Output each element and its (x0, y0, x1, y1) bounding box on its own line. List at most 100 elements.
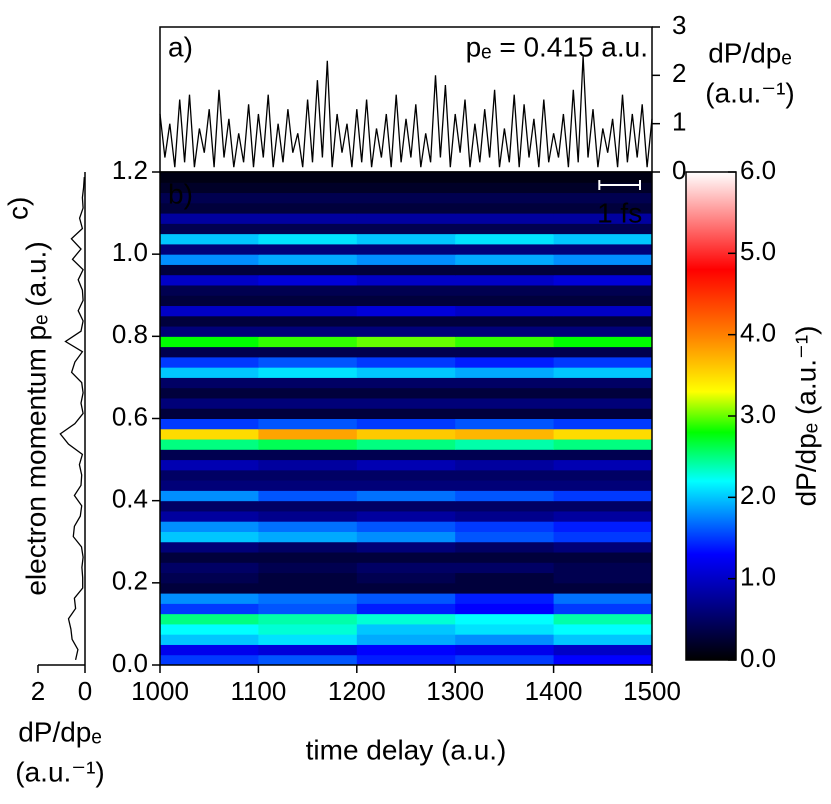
heatmap-cell (553, 192, 653, 204)
heatmap-cell (258, 305, 358, 317)
heatmap-cell (455, 582, 555, 594)
heatmap-cell (455, 264, 555, 276)
heatmap-cell (455, 531, 555, 543)
heatmap-cell (160, 182, 259, 194)
heatmap-cell (356, 326, 456, 337)
heatmap-cell (455, 223, 555, 235)
heatmap-cell (356, 654, 456, 666)
heatmap-cell (455, 593, 555, 604)
heatmap-cell (160, 377, 259, 389)
heatmap-cell (553, 449, 653, 461)
heatmap-cell (160, 572, 259, 584)
heatmap-cell (160, 562, 259, 574)
heatmap-cell (356, 254, 456, 265)
heatmap-cell (356, 593, 456, 604)
y-tick-label: 2 (672, 58, 686, 88)
y-axis-label: electron momentum pₑ (a.u.) (20, 241, 51, 595)
x-tick-label: 1000 (131, 676, 189, 706)
heatmap-cell (553, 274, 653, 286)
heatmap-cell (160, 336, 259, 348)
heatmap-cell (553, 439, 653, 450)
heatmap-cell (160, 521, 259, 532)
heatmap-cell (258, 243, 358, 255)
annotation: pₑ = 0.415 a.u. (466, 31, 648, 62)
heatmap-cell (455, 623, 555, 635)
heatmap-cell (258, 654, 358, 666)
heatmap-cell (258, 274, 358, 286)
heatmap-cell (258, 552, 358, 563)
y-tick-label: 1.0 (112, 237, 148, 267)
profile (59, 177, 85, 661)
heatmap-cell (455, 439, 555, 450)
x-tick-label: 1300 (426, 676, 484, 706)
heatmap-cell (160, 531, 259, 543)
heatmap-cell (455, 356, 555, 368)
heatmap-cell (356, 500, 456, 512)
heatmap-cell (455, 377, 555, 389)
x-tick-label: 1400 (525, 676, 583, 706)
heatmap-cell (356, 428, 456, 440)
heatmap-cell (356, 315, 456, 327)
heatmap-cell (160, 439, 259, 450)
heatmap-cell (553, 202, 653, 214)
heatmap-cell (553, 233, 653, 245)
heatmap-cell (258, 315, 358, 327)
heatmap-cell (356, 202, 456, 214)
heatmap-cell (356, 274, 456, 286)
heatmap-cell (258, 572, 358, 584)
colorbar-tick-label: 4.0 (740, 318, 776, 348)
heatmap-cell (356, 387, 456, 399)
heatmap-cell (553, 326, 653, 337)
heatmap-cell (160, 510, 259, 522)
heatmap-cell (356, 613, 456, 625)
heatmap-cell (356, 510, 456, 522)
heatmap-cell (258, 428, 358, 440)
heatmap-cell (160, 644, 259, 656)
heatmap-cell (455, 552, 555, 563)
heatmap-cell (258, 531, 358, 543)
heatmap-cell (455, 192, 555, 204)
heatmap-cell (356, 305, 456, 317)
heatmap-cell (160, 459, 259, 471)
heatmap-cell (160, 243, 259, 255)
heatmap-cell (455, 654, 555, 666)
heatmap-cell (455, 541, 555, 553)
heatmap-cell (455, 182, 555, 194)
heatmap-cell (553, 418, 653, 430)
heatmap-cell (553, 469, 653, 481)
heatmap-cell (553, 531, 653, 543)
heatmap-cell (553, 172, 653, 183)
heatmap-cell (160, 418, 259, 430)
heatmap-cell (160, 233, 259, 245)
x-tick-label: 0 (78, 676, 92, 706)
heatmap-cell (356, 469, 456, 481)
heatmap-cell (160, 213, 259, 224)
heatmap-cell (356, 480, 456, 491)
heatmap-cell (455, 634, 555, 645)
heatmap-cell (553, 284, 653, 296)
heatmap-cell (455, 274, 555, 286)
heatmap-cell (356, 377, 456, 389)
heatmap-cell (160, 264, 259, 276)
heatmap-cell (258, 613, 358, 625)
heatmap-cell (553, 356, 653, 368)
heatmap-cell (258, 367, 358, 378)
heatmap-cell (553, 613, 653, 625)
heatmap-cell (553, 459, 653, 471)
heatmap-cell (455, 603, 555, 615)
heatmap-cell (553, 510, 653, 522)
x-tick-label: 1200 (328, 676, 386, 706)
heatmap-cell (160, 623, 259, 635)
heatmap-cell (160, 346, 259, 358)
heatmap-cell (160, 428, 259, 440)
heatmap-cell (553, 336, 653, 348)
heatmap-cell (258, 223, 358, 235)
heatmap-cell (553, 367, 653, 378)
heatmap-cell (455, 172, 555, 183)
heatmap-cell (160, 449, 259, 461)
heatmap-cell (160, 172, 259, 183)
heatmap-cell (258, 490, 358, 502)
heatmap-cell (160, 202, 259, 214)
heatmap-cell (160, 634, 259, 645)
colorbar-tick-label: 2.0 (740, 480, 776, 510)
